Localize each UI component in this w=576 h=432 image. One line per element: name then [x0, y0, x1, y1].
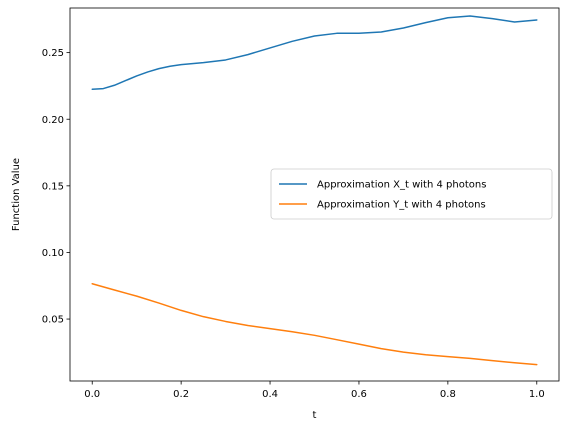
plot-frame	[69, 7, 560, 382]
x-tick-label: 1.0	[529, 389, 545, 400]
x-tick-label: 0.8	[440, 389, 456, 400]
series-line-1	[91, 15, 538, 91]
y-tick-label: 0.05	[42, 315, 64, 326]
plot-lines	[91, 15, 538, 366]
legend-box	[270, 168, 553, 220]
x-axis: 0.0 0.2 0.4 0.6 0.8 1.0	[84, 381, 545, 400]
legend: Approximation X_t with 4 photons Approxim…	[270, 168, 553, 220]
y-tick-label: 0.20	[42, 115, 64, 126]
x-tick-label: 0.2	[173, 389, 189, 400]
y-axis-label: Function Value	[11, 158, 22, 231]
x-axis-label: t	[313, 410, 317, 421]
legend-label-1: Approximation X_t with 4 photons	[317, 180, 486, 191]
x-tick-label: 0.0	[84, 389, 100, 400]
y-tick-label: 0.25	[42, 48, 64, 59]
x-tick-label: 0.6	[351, 389, 367, 400]
y-tick-label: 0.15	[42, 181, 64, 192]
y-axis: 0.05 0.10 0.15 0.20 0.25	[42, 48, 70, 326]
series-line-2	[91, 283, 538, 366]
legend-label-2: Approximation Y_t with 4 photons	[317, 200, 486, 211]
y-tick-label: 0.10	[42, 248, 64, 259]
x-tick-label: 0.4	[262, 389, 278, 400]
